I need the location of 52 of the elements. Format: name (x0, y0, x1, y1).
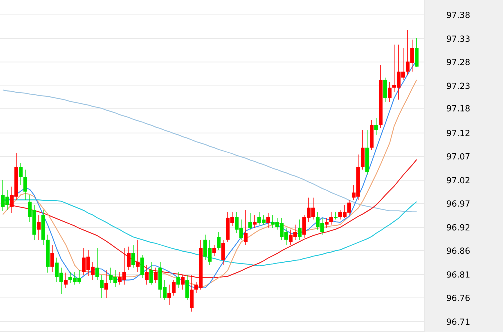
candlestick (37, 214, 41, 240)
candlestick (370, 120, 374, 151)
candlestick (127, 246, 131, 271)
candlestick (145, 264, 149, 286)
candlestick (212, 244, 216, 256)
candlestick (140, 254, 144, 278)
candlestick (334, 212, 338, 220)
candlestick (244, 210, 248, 246)
candlestick (181, 274, 185, 290)
candlestick (361, 130, 365, 170)
candlestick (136, 240, 140, 272)
y-tick-label: 97.12 (447, 130, 470, 136)
candlestick (19, 162, 23, 186)
candlestick (253, 214, 257, 228)
candlestick (217, 232, 221, 250)
y-tick-label: 97.02 (447, 177, 470, 184)
candlestick (100, 274, 104, 298)
candlestick (298, 219, 302, 240)
y-tick-label: 96.71 (447, 318, 470, 326)
candlestick (388, 82, 392, 102)
y-tick-label: 97.28 (447, 59, 470, 66)
candlestick (50, 244, 54, 272)
candlestick (222, 240, 226, 266)
candlestick (96, 248, 100, 281)
y-tick-label: 96.97 (447, 200, 470, 207)
y-tick-label: 97.07 (447, 153, 470, 160)
candlestick (330, 212, 334, 226)
y-tick-label: 97.18 (447, 105, 470, 112)
y-tick-label: 97.33 (447, 36, 470, 42)
candlestick (150, 262, 154, 286)
y-tick-label: 96.86 (447, 248, 470, 254)
candlestick (374, 118, 378, 136)
y-tick-label: 96.92 (447, 224, 470, 231)
candlestick (168, 284, 172, 306)
candlestick (104, 270, 108, 298)
candlestick (266, 212, 270, 228)
candlestick (172, 280, 176, 296)
candlestick (248, 212, 252, 230)
candlestick (64, 272, 68, 288)
y-tick-label: 96.81 (447, 272, 470, 278)
candlestick (132, 244, 136, 268)
candlestick (186, 274, 190, 300)
candlestick (154, 268, 158, 284)
candlestick (415, 38, 419, 68)
candlestick (24, 170, 28, 200)
candlestick (176, 272, 180, 288)
y-tick-label: 97.23 (447, 82, 470, 90)
candlestick (325, 218, 329, 228)
y-tick-label: 96.76 (447, 294, 470, 302)
candlestick (384, 78, 388, 102)
candlestick (190, 274, 194, 312)
y-tick-label: 97.38 (447, 12, 470, 18)
